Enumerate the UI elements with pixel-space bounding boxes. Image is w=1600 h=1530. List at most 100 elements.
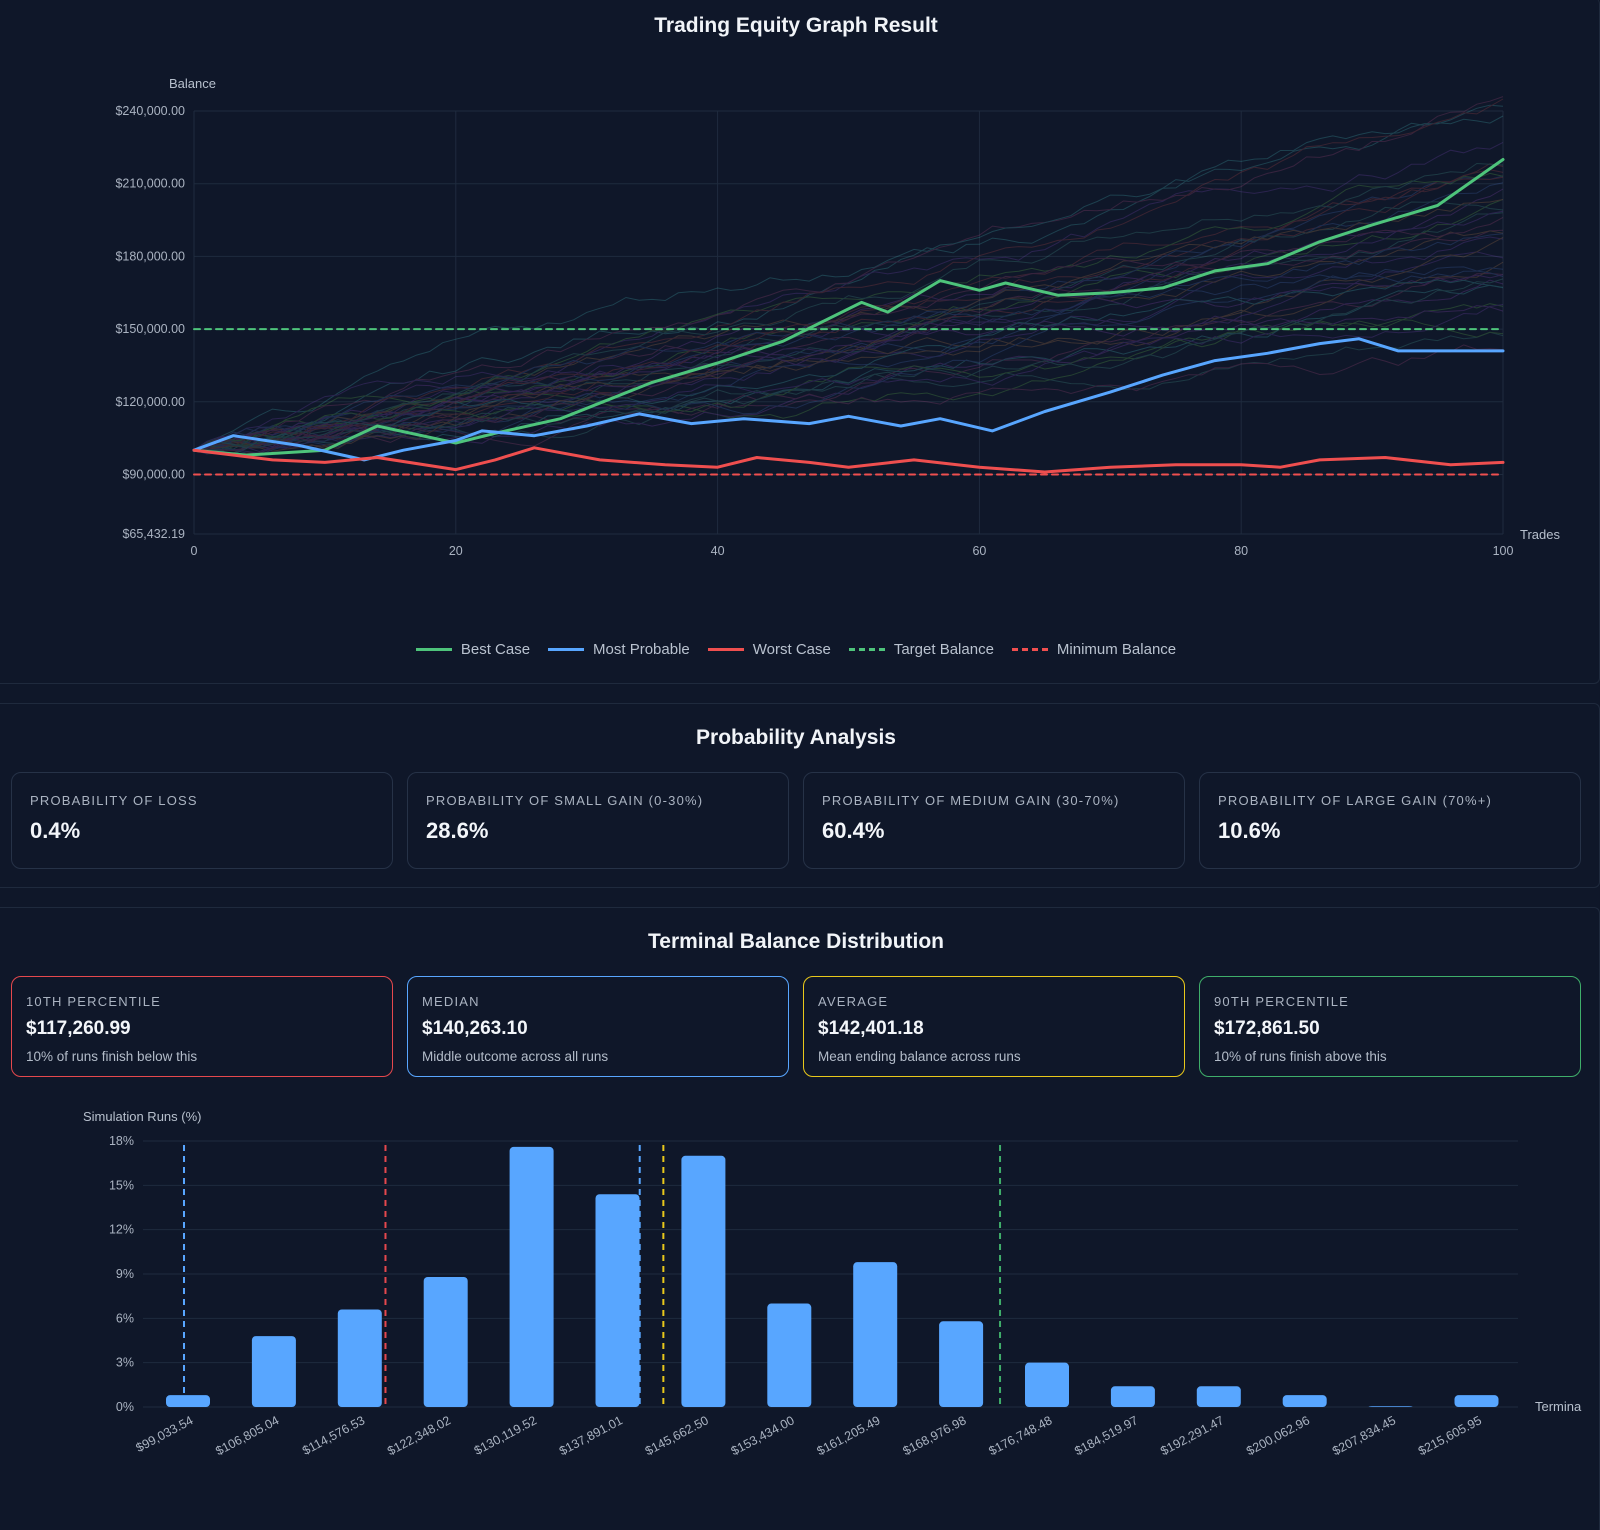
series-best-case <box>192 158 1505 457</box>
simulation-path <box>193 96 1504 451</box>
x-axis-title: Trades <box>1520 527 1560 542</box>
distribution-panel: Terminal Balance Distribution 10th Perce… <box>0 907 1600 1530</box>
simulation-path <box>193 278 1504 451</box>
y-tick-label: $120,000.00 <box>115 395 185 409</box>
simulation-path <box>193 182 1504 451</box>
series-most-probable <box>192 337 1505 462</box>
x-tick-label: $122,348.02 <box>385 1413 453 1458</box>
simulation-path <box>193 163 1504 457</box>
legend-item[interactable]: Target Balance <box>848 641 994 658</box>
stat-card-value: $172,861.50 <box>1214 1018 1320 1039</box>
probability-panel: Probability Analysis Probability of Loss… <box>0 703 1600 888</box>
probability-cards: Probability of Loss 0.4% Probability of Sm… <box>11 772 1581 869</box>
x-tick-label: $145,662.50 <box>643 1413 711 1458</box>
probability-card-value: 0.4% <box>30 818 81 843</box>
simulation-path <box>193 279 1504 451</box>
simulation-path <box>193 305 1504 451</box>
legend-item[interactable]: Worst Case <box>707 641 831 658</box>
legend-label: Best Case <box>460 641 531 658</box>
y-tick-label: 9% <box>116 1267 134 1281</box>
y-tick-label: 15% <box>109 1178 134 1192</box>
y-tick-label: 12% <box>109 1223 134 1237</box>
probability-card-label: Probability of Small Gain (0-30%) <box>426 793 704 808</box>
histogram-bar <box>853 1262 898 1407</box>
simulation-path <box>193 212 1504 451</box>
x-tick-label: $106,805.04 <box>213 1413 281 1458</box>
simulation-path <box>193 274 1504 451</box>
x-tick-label: $176,748.48 <box>986 1413 1054 1458</box>
y-axis-title: Simulation Runs (%) <box>83 1109 202 1124</box>
stat-card-label: Median <box>422 994 480 1009</box>
simulation-path <box>193 104 1504 451</box>
probability-card: Probability of Loss 0.4% <box>11 772 393 869</box>
equity-title: Trading Equity Graph Result <box>654 14 938 37</box>
histogram-bar <box>251 1336 296 1407</box>
simulation-path <box>193 169 1504 451</box>
legend-label: Most Probable <box>593 641 690 658</box>
simulation-paths <box>193 96 1504 457</box>
x-tick-label: $99,033.54 <box>134 1413 196 1455</box>
x-tick-label: $192,291.47 <box>1158 1413 1226 1458</box>
histogram-bar <box>509 1146 554 1407</box>
histogram-bar <box>166 1395 210 1407</box>
y-tick-label: $90,000.00 <box>122 467 185 481</box>
legend-item[interactable]: Best Case <box>415 641 531 658</box>
stat-card-label: 90th Percentile <box>1214 994 1350 1009</box>
simulation-path <box>193 201 1504 451</box>
x-tick-label: $161,205.49 <box>815 1413 883 1458</box>
simulation-path <box>193 162 1504 451</box>
x-tick-label: $137,891.01 <box>557 1413 625 1458</box>
distribution-stat-card: Median $140,263.10 Middle outcome across a… <box>407 976 789 1077</box>
probability-card: Probability of Medium Gain (30-70%) 60.4% <box>803 772 1185 869</box>
histogram-bar <box>939 1321 984 1407</box>
series-worst-case <box>192 446 1505 474</box>
distribution-stat-card: Average $142,401.18 Mean ending balance ac… <box>803 976 1185 1077</box>
probability-title: Probability Analysis <box>696 726 896 749</box>
stat-card-sub: Middle outcome across all runs <box>422 1049 609 1064</box>
y-tick-label: 3% <box>116 1356 134 1370</box>
simulation-path <box>193 175 1504 451</box>
legend-label: Target Balance <box>893 641 994 658</box>
simulation-path <box>193 115 1504 451</box>
stat-card-value: $117,260.99 <box>26 1018 131 1039</box>
probability-card-label: Probability of Loss <box>30 793 198 808</box>
distribution-stat-card: 10th Percentile $117,260.99 10% of runs fi… <box>11 976 393 1077</box>
simulation-path <box>193 236 1504 451</box>
x-tick-label: 80 <box>1234 544 1248 558</box>
simulation-path <box>193 229 1504 452</box>
histogram-bar <box>1454 1395 1499 1407</box>
x-tick-label: $207,834.45 <box>1330 1413 1398 1458</box>
y-tick-label: $210,000.00 <box>115 177 185 191</box>
stat-card-sub: Mean ending balance across runs <box>818 1049 1021 1064</box>
legend-item[interactable]: Most Probable <box>548 641 690 658</box>
histogram-bar <box>423 1276 468 1407</box>
y-tick-label: 0% <box>116 1400 134 1414</box>
simulation-path <box>193 251 1504 453</box>
distribution-cards: 10th Percentile $117,260.99 10% of runs fi… <box>11 976 1581 1077</box>
simulation-path <box>193 236 1504 451</box>
histogram-bar <box>1110 1386 1155 1407</box>
histogram-bar <box>1368 1406 1413 1407</box>
legend-label: Worst Case <box>752 641 831 658</box>
equity-chart: $65,432.19 $90,000.00 $120,000.00 $150,000.… <box>115 76 1560 558</box>
legend-item[interactable]: Minimum Balance <box>1011 641 1176 658</box>
probability-card: Probability of Small Gain (0-30%) 28.6% <box>407 772 789 869</box>
distribution-stat-card: 90th Percentile $172,861.50 10% of runs fi… <box>1199 976 1581 1077</box>
x-tick-label: $200,062.96 <box>1244 1413 1312 1458</box>
legend-swatch <box>848 648 885 651</box>
histogram-bar <box>767 1303 812 1407</box>
stat-card-sub: 10% of runs finish above this <box>1214 1049 1387 1064</box>
simulation-path <box>193 318 1504 451</box>
x-tick-label: $184,519.97 <box>1072 1413 1140 1458</box>
stat-card-label: Average <box>818 994 889 1009</box>
simulation-path <box>193 198 1504 451</box>
x-tick-label: 20 <box>449 544 463 558</box>
x-tick-label: 60 <box>972 544 986 558</box>
x-axis-title: Termina <box>1535 1399 1582 1414</box>
simulation-path <box>193 141 1504 451</box>
probability-card: Probability of Large Gain (70%+) 10.6% <box>1199 772 1581 869</box>
probability-card-label: Probability of Medium Gain (30-70%) <box>822 793 1120 808</box>
y-axis-title: Balance <box>169 76 216 91</box>
x-tick-label: $153,434.00 <box>729 1413 797 1458</box>
simulation-path <box>194 284 1504 455</box>
